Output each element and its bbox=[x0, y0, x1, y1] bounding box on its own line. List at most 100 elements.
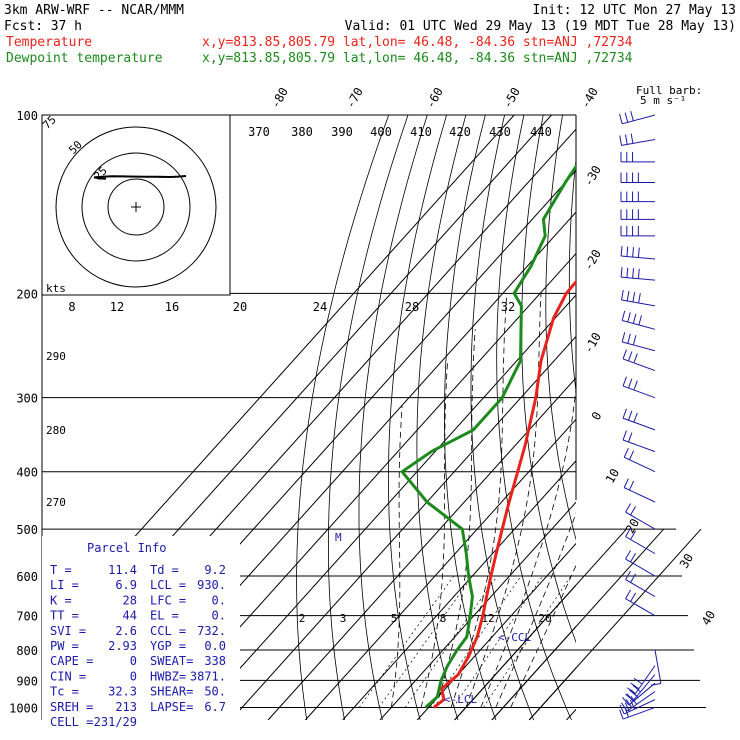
parcel-info-title: Parcel Info bbox=[87, 541, 166, 555]
wind-barb bbox=[620, 172, 655, 184]
mixing-ratio-line bbox=[378, 575, 473, 708]
wind-barb bbox=[625, 550, 656, 577]
parcel-stat-value: 28 bbox=[123, 593, 137, 607]
isotherm-tick-label: 30 bbox=[677, 551, 696, 571]
mixing-ratio-lines bbox=[359, 575, 572, 708]
parcel-stat-value: 3871. bbox=[190, 669, 226, 683]
sounding-series bbox=[400, 163, 576, 709]
wind-barb bbox=[620, 191, 655, 203]
isotherm-tick-label: 10 bbox=[603, 466, 622, 486]
pressure-tick-label: 1000 bbox=[9, 701, 38, 715]
moist-adiabat-line bbox=[510, 564, 576, 708]
wind-barb bbox=[623, 478, 656, 503]
isotherm-tick-label: -10 bbox=[581, 330, 604, 356]
mixing-ratio-tick-label: 12 bbox=[481, 612, 494, 625]
moist-adiabat-tick-label: 16 bbox=[165, 300, 179, 314]
mixing-ratio-tick-label: 20 bbox=[538, 612, 551, 625]
pressure-tick-label: 900 bbox=[16, 674, 38, 688]
mixing-ratio-tick-label: 8 bbox=[440, 612, 447, 625]
dewpoint-line bbox=[400, 163, 576, 709]
pressure-tick-label: 500 bbox=[16, 523, 38, 537]
parcel-stat-label: PW = bbox=[50, 639, 79, 653]
kts-label: kts bbox=[46, 282, 66, 295]
parcel-stat-value: 231/29 bbox=[94, 715, 137, 729]
moist-adiabat-tick-label: 28 bbox=[405, 300, 419, 314]
dry-adiabat-line bbox=[568, 156, 576, 395]
wind-barb bbox=[621, 290, 656, 307]
theta-tick-label: 380 bbox=[291, 125, 313, 139]
dry-adiabat-line bbox=[388, 115, 447, 720]
pressure-tick-label: 600 bbox=[16, 570, 38, 584]
isotherm-tick-label: -30 bbox=[581, 163, 604, 189]
mixing-ratio-line bbox=[404, 575, 498, 708]
dry-adiabat-line bbox=[296, 115, 390, 720]
parcel-stat-label: CIN = bbox=[50, 669, 86, 683]
valid-time: Valid: 01 UTC Wed 29 May 13 (19 MDT Tue … bbox=[345, 19, 736, 34]
moist-adiabats bbox=[390, 293, 576, 708]
parcel-stat-value: 213 bbox=[115, 700, 137, 714]
pressure-tick-label: 400 bbox=[16, 466, 38, 480]
wind-barb bbox=[619, 133, 656, 146]
dry-adiabat-line bbox=[496, 115, 572, 720]
moist-adiabat-line bbox=[390, 406, 403, 708]
parcel-stat-value: 2.93 bbox=[108, 639, 137, 653]
isotherm-tick-label: 20 bbox=[623, 516, 642, 536]
isotherm-tick-label: -60 bbox=[423, 85, 446, 111]
dry-adiabat-line bbox=[416, 115, 467, 720]
dry-adiabat-line bbox=[698, 115, 740, 720]
pressure-tick-label: 300 bbox=[16, 392, 38, 406]
dry-adiabat-line bbox=[636, 115, 740, 720]
parcel-stat-label: CCL = bbox=[150, 624, 186, 638]
theta-tick-label: 400 bbox=[370, 125, 392, 139]
parcel-stat-value: 930. bbox=[197, 578, 226, 592]
moist-adiabat-line bbox=[465, 293, 542, 708]
theta-left-label: 280 bbox=[46, 424, 66, 437]
parcel-stat-value: 11.4 bbox=[108, 563, 137, 577]
theta-tick-label: 390 bbox=[331, 125, 353, 139]
wind-barb bbox=[620, 151, 655, 163]
isotherm-tick-label: -70 bbox=[343, 85, 366, 111]
pressure-tick-label: 700 bbox=[16, 610, 38, 624]
forecast-label: Fcst: bbox=[4, 19, 43, 34]
pressure-tick-label: 800 bbox=[16, 644, 38, 658]
isotherm-line bbox=[155, 252, 576, 720]
moist-adiabat-tick-label: 12 bbox=[110, 300, 124, 314]
wind-barb bbox=[621, 691, 656, 712]
hodograph-ring bbox=[55, 126, 217, 288]
init-time: Init: 12 UTC Mon 27 May 13 bbox=[533, 3, 737, 18]
isotherm-extension bbox=[454, 528, 627, 721]
wind-barb bbox=[620, 267, 656, 281]
isotherm-line bbox=[305, 418, 576, 720]
moist-adiabat-line bbox=[420, 360, 448, 708]
parcel-stat-value: 9.2 bbox=[204, 563, 226, 577]
mixing-ratio-line bbox=[483, 575, 572, 708]
isotherm-line bbox=[342, 460, 576, 720]
parcel-stat-value: 0.0 bbox=[204, 639, 226, 653]
moist-adiabat-tick-label: 20 bbox=[233, 300, 247, 314]
isotherm-line bbox=[416, 542, 576, 720]
temperature-location: x,y=813.85,805.79 lat,lon= 46.48, -84.36… bbox=[202, 35, 633, 50]
hodograph-ring bbox=[107, 178, 165, 236]
parcel-stat-value: 0 bbox=[130, 669, 137, 683]
parcel-stat-label: TT = bbox=[50, 609, 79, 623]
isotherm-line bbox=[230, 335, 576, 720]
parcel-stat-label: YGP = bbox=[150, 639, 186, 653]
isotherm-tick-label: 40 bbox=[699, 608, 718, 628]
moist-adiabat-tick-label: 24 bbox=[313, 300, 327, 314]
wind-barb bbox=[620, 246, 656, 260]
wind-barb bbox=[622, 349, 656, 372]
hodograph-trace bbox=[93, 175, 187, 180]
wind-barb bbox=[619, 111, 656, 125]
wind-barb bbox=[622, 376, 656, 399]
parcel-stat-label: SWEAT= bbox=[150, 654, 193, 668]
mixing-ratio-tick-label: 2 bbox=[299, 612, 306, 625]
parcel-stat-label: CELL = bbox=[50, 715, 93, 729]
hodograph-ring bbox=[81, 152, 191, 262]
parcel-stat-value: 32.3 bbox=[108, 685, 137, 699]
isotherm-line bbox=[267, 377, 576, 720]
isotherm-tick-label: -20 bbox=[581, 247, 604, 273]
theta-tick-label: 440 bbox=[530, 125, 552, 139]
dry-adiabat-line bbox=[327, 115, 409, 720]
isotherm-extension bbox=[491, 528, 665, 721]
